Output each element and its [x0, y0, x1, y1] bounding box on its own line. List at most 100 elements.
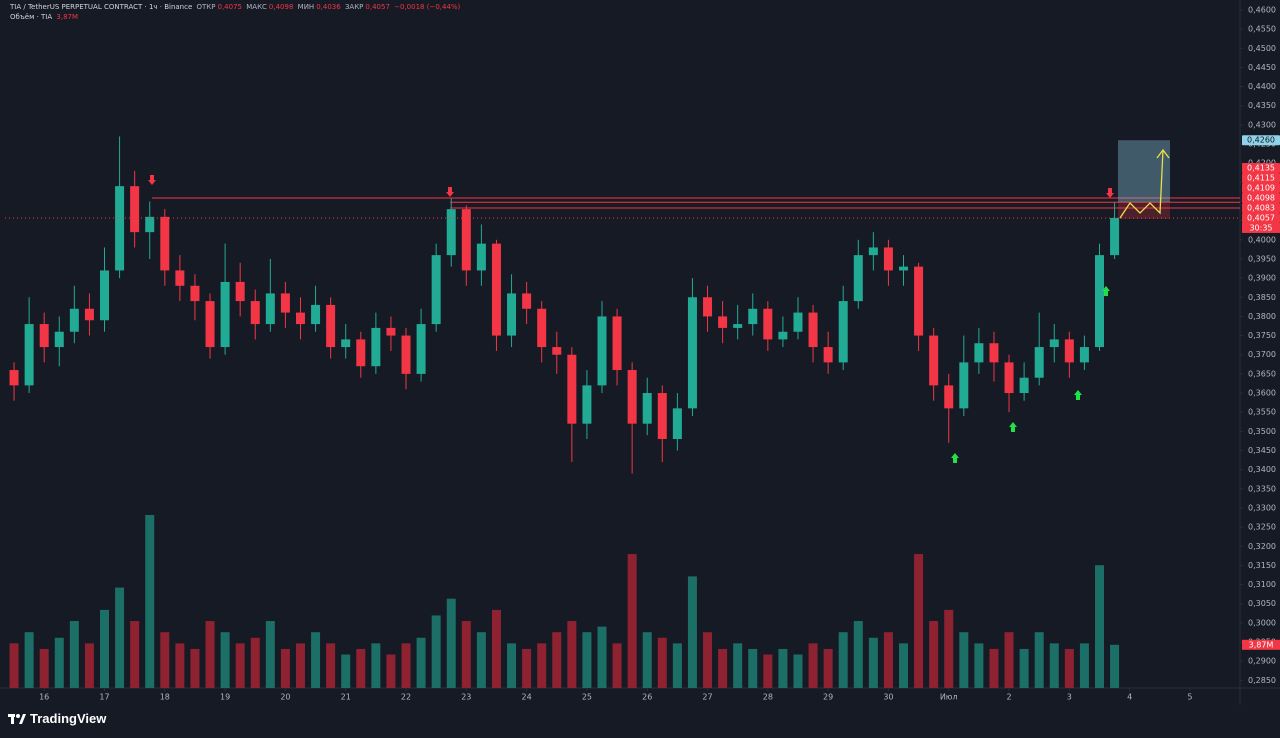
volume-bar: [507, 643, 517, 688]
candle-body: [657, 393, 667, 440]
buy-arrow: [951, 453, 959, 463]
candle-body: [1094, 255, 1104, 348]
volume-bar: [461, 621, 471, 688]
y-tick-label: 0,3650: [1248, 369, 1276, 378]
volume-bar: [763, 654, 773, 688]
legend-main: TIA / TetherUS PERPETUAL CONTRACT · 1ч ·…: [10, 3, 462, 11]
candle-body: [235, 281, 245, 302]
price-tag-bg: [1242, 212, 1280, 223]
candle-body: [1079, 347, 1089, 363]
candle-body: [1004, 362, 1014, 394]
y-tick-label: 0,4350: [1248, 101, 1276, 110]
volume-bar: [687, 576, 697, 688]
volume-bar: [9, 643, 19, 688]
brand-name: TradingView: [30, 711, 107, 726]
volume-bar: [431, 615, 441, 688]
candle-body: [718, 316, 728, 328]
volume-bar: [205, 621, 215, 688]
brand[interactable]: TradingView: [8, 711, 106, 726]
price-tag-bg: [1242, 202, 1280, 213]
sell-arrow: [1106, 188, 1114, 198]
candle-body: [461, 209, 471, 271]
countdown: 30:35: [1249, 223, 1272, 232]
y-tick-label: 0,3050: [1248, 599, 1276, 608]
volume-bar: [899, 643, 909, 688]
candle-body: [491, 243, 501, 336]
x-tick-label: 18: [160, 693, 170, 702]
close-label: ЗАКР: [344, 3, 364, 11]
candle-body: [295, 312, 305, 325]
volume-bar: [1049, 643, 1059, 688]
candle-body: [326, 304, 336, 348]
open-label: ОТКР: [196, 3, 216, 11]
buy-arrow: [1074, 390, 1082, 400]
volume-bar: [1019, 648, 1029, 688]
x-tick-label: 30: [883, 693, 893, 702]
volume-bar: [295, 643, 305, 688]
volume-bar: [733, 643, 743, 688]
candle-body: [145, 216, 155, 233]
volume-bar: [69, 621, 79, 688]
candle-body: [567, 354, 577, 424]
volume-bar: [84, 643, 94, 688]
candle-body: [883, 247, 893, 271]
candle-body: [838, 301, 848, 363]
candle-body: [476, 243, 486, 271]
candle-body: [190, 285, 200, 302]
volume-bar: [718, 648, 728, 688]
volume-bar: [944, 609, 954, 688]
volume-bar: [552, 632, 562, 688]
candle-body: [371, 327, 381, 367]
price-tag-bg: [1242, 162, 1280, 173]
volume-bar: [868, 637, 878, 688]
price-tag-bg: [1242, 172, 1280, 183]
y-tick-label: 0,3150: [1248, 561, 1276, 570]
volume-bar: [1034, 632, 1044, 688]
candle-body: [537, 308, 547, 348]
volume-bar: [537, 643, 547, 688]
x-tick-label: Июл: [940, 693, 958, 702]
candle-body: [763, 308, 773, 340]
volume-bar: [371, 643, 381, 688]
y-tick-label: 0,3300: [1248, 503, 1276, 512]
volume-bar: [974, 643, 984, 688]
volume-bar: [190, 648, 200, 688]
volume-bar: [627, 554, 637, 688]
y-tick-label: 0,3400: [1248, 465, 1276, 474]
volume-bar: [24, 632, 34, 688]
candle-body: [250, 301, 260, 325]
y-tick-label: 0,4550: [1248, 25, 1276, 34]
volume-bar: [853, 621, 863, 688]
candle-body: [974, 343, 984, 363]
volume-bar: [386, 654, 396, 688]
close-value: 0,4057: [365, 3, 390, 11]
candle-body: [944, 385, 954, 409]
candle-body: [853, 255, 863, 302]
x-tick-label: 20: [280, 693, 290, 702]
candle-body: [703, 297, 713, 317]
volume-bar: [401, 643, 411, 688]
volume-bar: [883, 632, 893, 688]
countdown-bg: [1242, 222, 1280, 233]
volume-bar: [929, 621, 939, 688]
high-value: 0,4098: [268, 3, 294, 11]
price-tag-label: 0,4109: [1247, 183, 1275, 192]
volume-bar: [1110, 644, 1120, 688]
projection-arrowhead: [1156, 148, 1170, 159]
candle-body: [9, 370, 19, 386]
candle-body: [1064, 339, 1074, 363]
y-tick-label: 0,3500: [1248, 427, 1276, 436]
volume-bar: [1064, 648, 1074, 688]
volume-name: Объём · TIA: [10, 13, 53, 21]
y-tick-label: 0,3800: [1248, 312, 1276, 321]
x-tick-label: 23: [461, 693, 471, 702]
y-tick-label: 0,2900: [1248, 657, 1276, 666]
stop-zone: [1118, 203, 1170, 219]
y-tick-label: 0,3100: [1248, 580, 1276, 589]
y-tick-label: 0,3700: [1248, 350, 1276, 359]
volume-bar: [130, 621, 140, 688]
sell-arrow: [148, 175, 156, 185]
buy-arrow: [1009, 422, 1017, 432]
volume-bar: [220, 632, 230, 688]
